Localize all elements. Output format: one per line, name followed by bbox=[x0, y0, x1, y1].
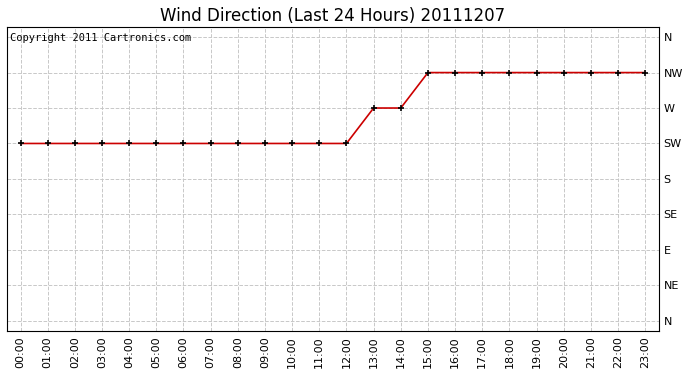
Text: Copyright 2011 Cartronics.com: Copyright 2011 Cartronics.com bbox=[10, 33, 191, 43]
Title: Wind Direction (Last 24 Hours) 20111207: Wind Direction (Last 24 Hours) 20111207 bbox=[160, 7, 506, 25]
